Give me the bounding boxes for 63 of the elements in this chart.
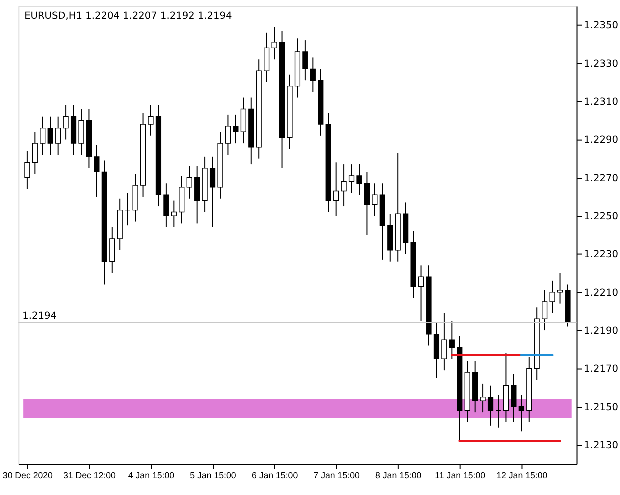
candlestick	[164, 183, 170, 228]
candlestick	[78, 108, 84, 156]
x-tick-label: 12 Jan 15:00	[496, 470, 548, 480]
y-tick-label: 1.2130	[584, 440, 618, 452]
y-tick-label: 1.2170	[584, 364, 618, 376]
ref-line-label: 1.2194	[22, 310, 57, 322]
y-tick-label: 1.2290	[584, 135, 618, 146]
candlestick	[496, 394, 502, 428]
y-tick-label: 1.2190	[584, 326, 618, 337]
candlestick	[302, 40, 308, 82]
candlestick	[125, 192, 131, 226]
x-tick-label: 30 Dec 2020	[2, 470, 54, 480]
candlestick	[264, 32, 270, 84]
candlestick	[171, 200, 177, 228]
x-tick-label: 5 Jan 15:00	[190, 470, 236, 480]
y-tick-label: 1.2330	[584, 58, 618, 70]
x-tick-label: 8 Jan 15:00	[376, 470, 422, 480]
candlestick	[233, 114, 239, 144]
x-tick-label: 7 Jan 15:00	[314, 470, 360, 480]
candlestick	[341, 164, 347, 208]
y-tick-label: 1.2210	[584, 288, 618, 299]
candlestick	[511, 374, 517, 423]
candlestick	[63, 104, 69, 140]
candlestick	[24, 150, 30, 190]
candlestick	[48, 116, 54, 156]
candlestick	[418, 265, 424, 322]
y-tick-label: 1.2150	[584, 402, 618, 414]
candlestick	[372, 183, 378, 217]
candlestick	[148, 104, 154, 136]
y-tick-label: 1.2250	[584, 212, 618, 222]
candlestick	[225, 114, 232, 156]
candlestick	[442, 312, 448, 372]
candlestick	[364, 172, 370, 236]
candlestick	[40, 116, 46, 156]
candlestick	[518, 394, 524, 432]
y-tick-label: 1.2270	[584, 173, 618, 184]
candlestick	[272, 26, 278, 60]
candlestick	[334, 162, 340, 217]
candlestick	[186, 166, 192, 200]
candlestick	[557, 272, 564, 304]
y-tick-label: 1.2310	[584, 97, 618, 108]
candlestick	[488, 385, 494, 426]
candlestick	[210, 156, 216, 228]
candlestick	[480, 383, 486, 414]
candlestick	[240, 97, 246, 144]
candlestick	[110, 227, 116, 274]
candlestick	[194, 166, 200, 224]
y-tick-label: 1.2350	[584, 20, 618, 32]
candlestick	[310, 57, 316, 93]
candlestick	[449, 320, 455, 360]
x-tick-label: 4 Jan 15:00	[128, 470, 175, 480]
x-tick-label: 11 Jan 15:00	[435, 470, 486, 480]
x-tick-label: 31 Dec 12:00	[63, 470, 116, 480]
candlestick	[32, 132, 38, 175]
candlestick	[348, 164, 355, 194]
candlestick	[94, 144, 100, 198]
chart-title: EURUSD,H1 1.2204 1.2207 1.2192 1.2194	[24, 10, 232, 22]
candlestick	[550, 280, 556, 314]
x-tick-label: 6 Jan 15:00	[252, 470, 298, 480]
candlestick	[542, 290, 548, 332]
candlestick	[356, 164, 362, 196]
y-tick-label: 1.2230	[584, 250, 618, 261]
candlestick	[56, 116, 62, 156]
